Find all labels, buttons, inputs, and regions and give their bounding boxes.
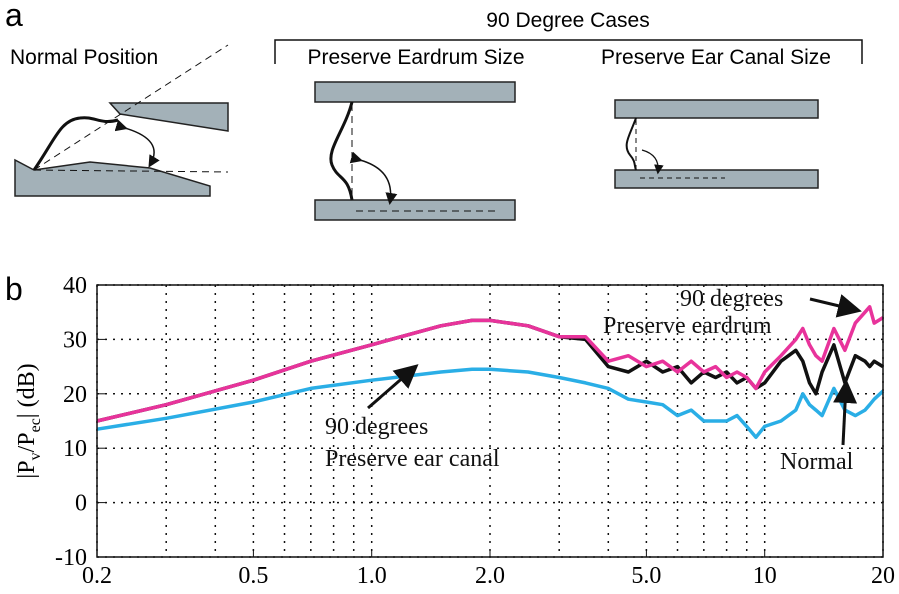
normal-diagram [14, 44, 229, 197]
annotation: Preserve eardrum [603, 313, 772, 339]
y-tick-label: 0 [75, 491, 87, 517]
panel-label: b [5, 271, 23, 307]
series-line [96, 305, 884, 423]
x-tick-label: 0.2 [82, 563, 112, 589]
y-tick-label: 40 [63, 273, 87, 299]
x-tick-label: 20 [871, 563, 895, 589]
y-label-part: /P [14, 432, 40, 452]
y-label-part: |P [14, 460, 40, 478]
y-axis-label: |Pv/Pec| (dB) [14, 363, 44, 478]
diagram-title: Normal Position [10, 46, 158, 69]
annotation: 90 degrees [325, 414, 428, 440]
annotation: 90 degrees [680, 286, 783, 312]
y-label-part: ec [27, 418, 44, 432]
y-label-part: v [27, 452, 44, 460]
annotation-arrows [367, 294, 862, 446]
y-tick-label: 10 [63, 436, 87, 462]
x-tick-label: 10 [753, 563, 777, 589]
y-label-part: | (dB) [14, 363, 40, 418]
canal-diagram [614, 99, 819, 189]
annotation: Normal [780, 449, 854, 475]
plot-frame [96, 284, 884, 558]
y-tick-label: 30 [63, 327, 87, 353]
x-tick-label: 2.0 [475, 563, 505, 589]
diagram-title: 90 Degree Cases [486, 9, 649, 32]
panel-label: a [5, 0, 23, 33]
x-tick-label: 5.0 [631, 563, 661, 589]
y-tick-label: 20 [63, 382, 87, 408]
annotation: Preserve ear canal [325, 446, 500, 472]
eardrum-diagram [314, 81, 516, 221]
diagram-title: Preserve Ear Canal Size [601, 46, 831, 69]
bracket [274, 39, 863, 64]
y-tick-label: -10 [55, 545, 87, 571]
x-tick-label: 0.5 [238, 563, 268, 589]
x-tick-label: 1.0 [357, 563, 387, 589]
diagram-title: Preserve Eardrum Size [307, 46, 524, 69]
